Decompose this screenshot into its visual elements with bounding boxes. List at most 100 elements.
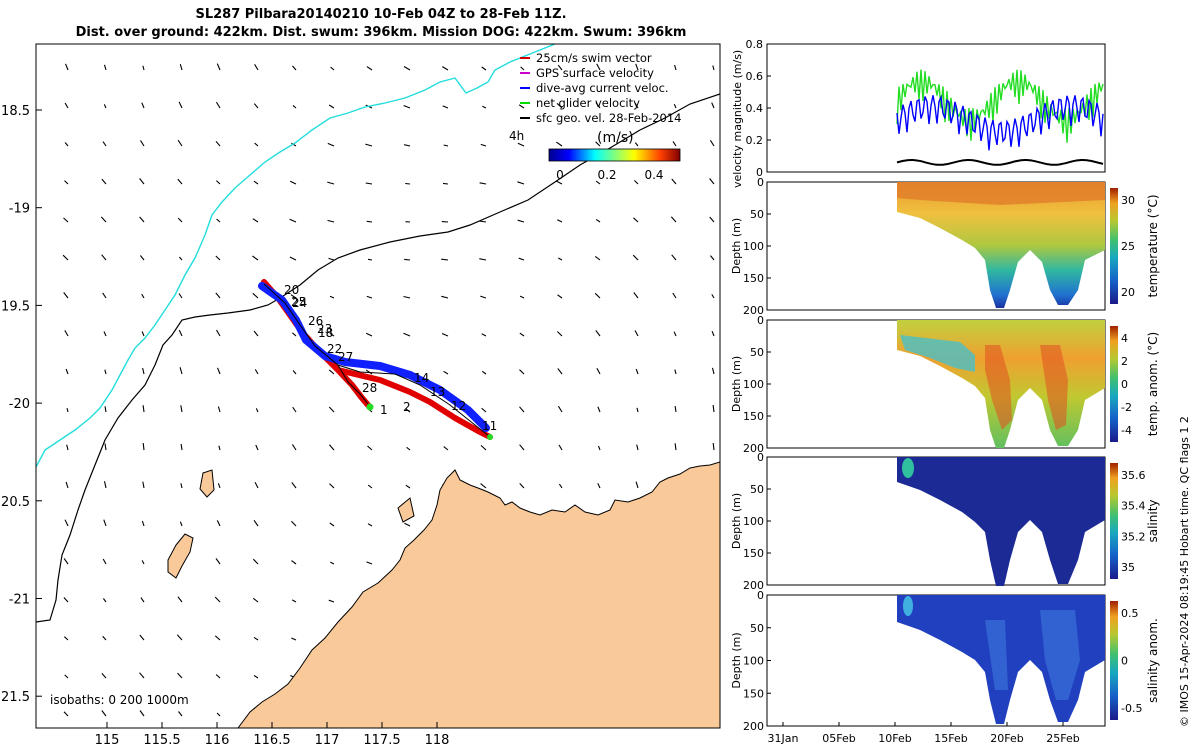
vector-arrow <box>328 444 335 451</box>
depth-tick-label: 100 <box>743 240 764 253</box>
vector-arrow <box>253 180 259 185</box>
glider-end-marker <box>366 403 374 411</box>
vector-arrow <box>674 443 677 451</box>
speed-colorbar <box>548 148 681 162</box>
vector-arrow <box>141 560 145 565</box>
vector-arrow <box>635 481 639 489</box>
speed-colorbar-tick: 0 <box>556 168 564 182</box>
vector-arrow <box>367 258 373 261</box>
vector-arrow <box>443 446 449 451</box>
velocity-ytick-label: 0.2 <box>746 134 764 147</box>
colorbar-tick-label: -0.5 <box>1121 702 1142 715</box>
isobath-0m <box>36 44 556 468</box>
velocity-panel: 0 0.2 0.4 0.6 0.8 velocity magnitude (m/s) <box>731 38 1106 188</box>
vector-arrow <box>595 218 601 223</box>
vector-arrow <box>103 519 107 527</box>
vector-arrow <box>441 332 449 337</box>
vector-arrow <box>595 141 601 147</box>
vector-arrow <box>556 102 563 109</box>
map-lat-tick-label: -20 <box>9 397 30 412</box>
vector-arrow <box>292 104 297 109</box>
vector-arrow <box>292 406 297 413</box>
track-day-label: 14 <box>414 371 429 385</box>
vector-arrow <box>216 329 221 337</box>
vector-arrow <box>177 178 183 185</box>
vector-arrow <box>215 101 221 109</box>
depth-axis-label: Depth (m) <box>730 356 743 412</box>
vector-arrow <box>101 710 107 717</box>
vector-arrow <box>63 217 69 223</box>
vector-arrow <box>65 481 69 489</box>
vector-arrow <box>292 332 297 337</box>
vector-arrow <box>291 520 297 527</box>
map-lon-tick-label: 116 <box>205 733 230 748</box>
vector-arrow <box>142 405 145 413</box>
vector-arrow <box>292 65 297 71</box>
vector-arrow <box>558 483 563 489</box>
vector-arrow <box>711 294 715 299</box>
vector-arrow <box>215 292 221 299</box>
vector-arrow <box>291 482 297 489</box>
colorbar-tick-label: 35.4 <box>1121 500 1146 513</box>
vector-arrow <box>328 257 335 261</box>
colorbar-title: temperature (°C) <box>1146 195 1160 298</box>
vector-arrow <box>218 445 221 451</box>
time-tick-label: 15Feb <box>934 732 967 745</box>
colorbar-title: salinity anom. <box>1146 618 1160 703</box>
map-lon-tick-label: 118 <box>425 733 450 748</box>
vector-arrow <box>252 218 259 223</box>
vector-arrow <box>365 332 373 337</box>
vector-arrow <box>671 254 677 261</box>
salinity-anomaly-colorbar <box>1110 601 1118 720</box>
track-day-label: 2 <box>403 400 411 414</box>
vector-arrow <box>594 292 601 299</box>
map-lon-tick-label: 117.5 <box>363 733 400 748</box>
vector-arrow <box>555 141 563 147</box>
vector-arrow <box>330 66 335 71</box>
vector-arrow <box>595 330 601 337</box>
vector-arrow <box>404 258 411 261</box>
map-lon-tick-label: 116.5 <box>253 733 290 748</box>
salinity-anomaly-lighter <box>985 610 1080 700</box>
vector-arrow <box>711 367 715 375</box>
vector-arrow <box>634 102 639 109</box>
vector-arrow <box>64 102 69 109</box>
legend-label: dive-avg current veloc. <box>536 81 669 95</box>
vector-arrow <box>103 104 107 109</box>
track-day-label: 12 <box>451 399 466 413</box>
vector-arrow <box>253 519 259 527</box>
vector-arrow <box>712 443 715 451</box>
salinity-field <box>897 457 1105 586</box>
vector-arrow <box>180 483 183 489</box>
vector-arrow <box>65 368 69 375</box>
vector-arrow <box>291 637 297 641</box>
vector-arrow <box>367 484 373 489</box>
time-tick-label: 31Jan <box>768 732 799 745</box>
vector-arrow <box>712 405 715 413</box>
vector-arrow <box>216 63 221 71</box>
speed-colorbar-ticks: 0 0.2 0.4 <box>556 168 663 182</box>
vector-arrow <box>518 104 525 109</box>
vector-arrow <box>139 710 145 717</box>
vector-arrow <box>64 142 69 147</box>
vector-arrow <box>405 408 411 413</box>
vector-arrow <box>139 216 145 223</box>
vector-arrow <box>442 105 449 109</box>
vector-arrow <box>403 66 411 71</box>
track-day-label: 1 <box>380 403 388 417</box>
vector-arrow <box>177 596 183 603</box>
velocity-ytick-label: 0.4 <box>746 102 764 115</box>
depth-axis-label: Depth (m) <box>730 218 743 274</box>
track-day-label: 22 <box>327 342 342 356</box>
vector-arrow <box>178 256 183 261</box>
depth-tick-label: 200 <box>743 304 764 317</box>
vector-arrow <box>405 182 411 185</box>
depth-tick-label: 0 <box>757 176 764 189</box>
vector-arrow <box>404 522 411 527</box>
vector-arrow <box>366 561 373 565</box>
time-tick-label: 20Feb <box>990 732 1023 745</box>
vector-arrow <box>289 256 297 261</box>
vector-arrow <box>632 254 639 261</box>
temperature-field <box>897 182 1105 308</box>
vector-arrow <box>141 331 145 337</box>
